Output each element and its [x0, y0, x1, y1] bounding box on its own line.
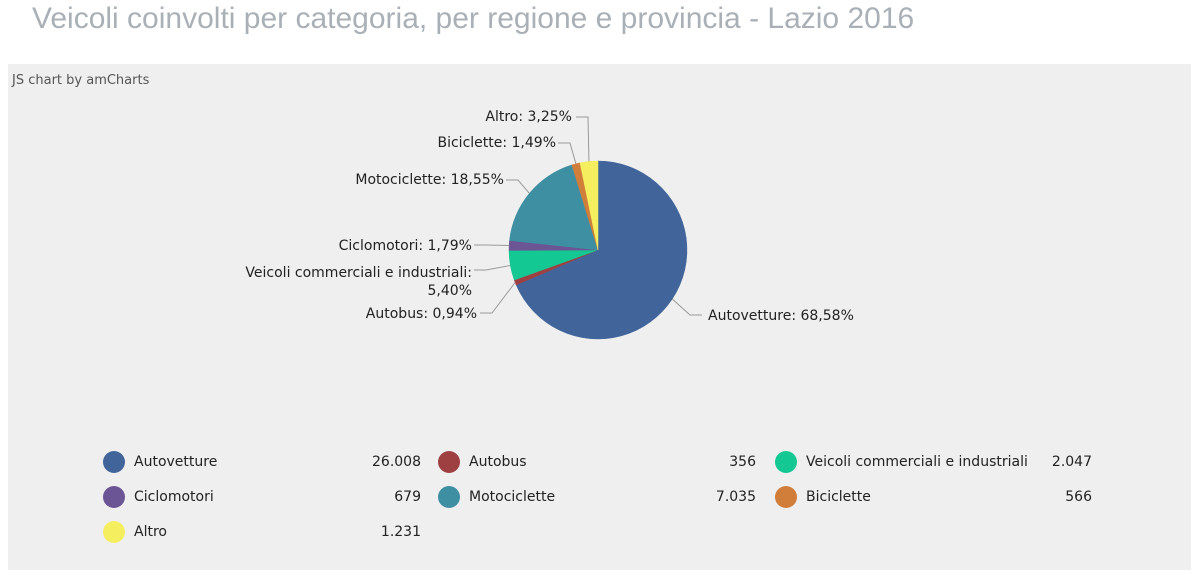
legend-label: Motociclette [469, 489, 556, 505]
leader-line-altro [576, 116, 590, 162]
legend-item-autovetture[interactable]: Autovetture 26.008 [103, 450, 421, 476]
slice-label-motociclette: Motociclette: 18,55% [355, 172, 504, 188]
leader-line-autovetture [671, 298, 702, 316]
legend-value: 566 [1065, 489, 1092, 505]
leader-line-veicoli-commerciali-e-industriali [474, 264, 511, 271]
legend-value: 7.035 [715, 489, 756, 505]
legend-marker [103, 451, 125, 473]
legend-marker [775, 486, 797, 508]
page-title: Veicoli coinvolti per categoria, per reg… [32, 2, 915, 35]
legend-item-autobus[interactable]: Autobus 356 [438, 450, 756, 476]
legend-marker [103, 486, 125, 508]
amcharts-credit-link[interactable]: JS chart by amCharts [12, 73, 150, 88]
pie-slice-altro[interactable] [579, 160, 599, 251]
legend-value: 1.231 [380, 524, 421, 540]
slice-label-autovetture: Autovetture: 68,58% [708, 308, 854, 324]
legend-marker [775, 451, 797, 473]
pie-slice-autovetture[interactable] [515, 160, 688, 340]
legend-value: 26.008 [372, 454, 421, 470]
legend-label: Ciclomotori [134, 489, 214, 505]
leader-line-biciclette [558, 142, 577, 164]
legend-item-altro[interactable]: Altro 1.231 [103, 520, 421, 546]
legend-value: 2.047 [1051, 454, 1092, 470]
legend-marker [438, 486, 460, 508]
slice-label-biciclette: Biciclette: 1,49% [437, 135, 556, 151]
legend-item-veicoli-commerciali-e-industriali[interactable]: Veicoli commerciali e industriali 2.047 [775, 450, 1092, 476]
slice-label-ciclomotori: Ciclomotori: 1,79% [339, 238, 472, 254]
legend-label: Autovetture [134, 454, 218, 470]
slice-label-veicoli-commerciali-e-industriali: Veicoli commerciali e industriali: 5,40% [245, 265, 472, 299]
legend-value: 679 [394, 489, 421, 505]
legend-label: Veicoli commerciali e industriali [806, 454, 1028, 470]
slice-label-altro: Altro: 3,25% [485, 109, 572, 125]
leader-line-autobus [480, 282, 516, 314]
legend-item-ciclomotori[interactable]: Ciclomotori 679 [103, 485, 421, 511]
legend-value: 356 [729, 454, 756, 470]
legend-item-biciclette[interactable]: Biciclette 566 [775, 485, 1092, 511]
legend-marker [438, 451, 460, 473]
leader-line-motociclette [506, 179, 530, 194]
pie-slice-motociclette[interactable] [509, 164, 599, 251]
slice-label-autobus: Autobus: 0,94% [366, 306, 477, 322]
legend-label: Altro [134, 524, 167, 540]
legend-label: Autobus [469, 454, 527, 470]
legend-marker [103, 521, 125, 543]
legend-label: Biciclette [806, 489, 871, 505]
legend-item-motociclette[interactable]: Motociclette 7.035 [438, 485, 756, 511]
